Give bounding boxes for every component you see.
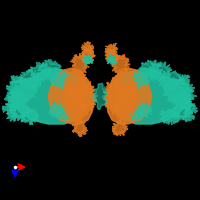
Polygon shape [92,83,108,110]
Polygon shape [148,62,172,82]
Polygon shape [107,54,117,65]
Polygon shape [160,108,181,125]
Polygon shape [111,95,137,120]
Polygon shape [105,49,120,63]
Polygon shape [6,109,19,121]
Polygon shape [183,90,197,102]
Polygon shape [80,47,95,64]
Polygon shape [10,104,30,121]
Polygon shape [179,96,194,110]
Polygon shape [10,77,38,101]
Polygon shape [112,70,137,99]
Polygon shape [56,107,72,120]
Polygon shape [28,62,53,83]
Polygon shape [110,68,190,124]
Polygon shape [122,72,139,88]
Polygon shape [121,82,139,110]
Polygon shape [61,82,79,109]
Polygon shape [2,102,15,114]
Polygon shape [64,95,87,121]
Polygon shape [48,68,94,124]
Polygon shape [10,76,22,85]
Polygon shape [75,79,97,112]
Polygon shape [157,71,183,90]
Polygon shape [178,75,190,85]
Polygon shape [106,68,152,124]
Polygon shape [10,68,90,124]
Polygon shape [72,120,87,137]
Polygon shape [9,90,28,109]
Polygon shape [186,104,198,114]
Polygon shape [138,60,163,80]
Polygon shape [131,72,150,88]
Polygon shape [50,72,71,89]
Polygon shape [6,97,21,112]
Polygon shape [103,78,124,115]
Polygon shape [81,42,94,54]
Polygon shape [171,91,192,110]
Polygon shape [37,59,62,81]
Polygon shape [70,53,89,74]
Polygon shape [128,107,144,121]
Polygon shape [6,83,18,94]
Polygon shape [5,90,17,102]
Polygon shape [112,119,128,136]
Polygon shape [63,70,88,98]
Polygon shape [136,102,152,117]
Polygon shape [182,83,195,92]
Polygon shape [49,103,64,118]
Polygon shape [60,73,77,88]
Polygon shape [111,55,130,75]
Polygon shape [182,110,195,122]
Polygon shape [82,55,94,65]
Polygon shape [105,43,118,55]
Polygon shape [171,104,190,120]
Polygon shape [20,108,39,125]
Polygon shape [17,69,42,91]
Polygon shape [162,78,190,102]
